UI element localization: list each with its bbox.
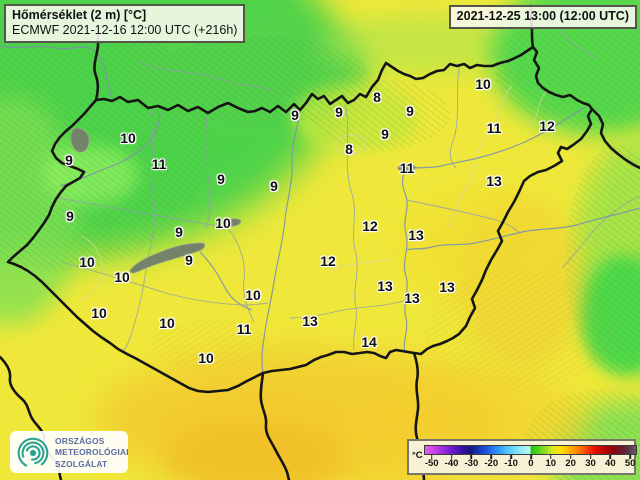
temp-label: 9 (185, 252, 193, 268)
colorbar-tick-mark (470, 455, 473, 459)
omsz-spiral-icon (17, 437, 49, 469)
river-koros (405, 207, 640, 251)
colorbar-tick-label: 0 (528, 458, 534, 469)
temp-label: 9 (406, 103, 414, 119)
colorbar-tick-label: 10 (545, 458, 557, 469)
temp-label: 9 (65, 152, 73, 168)
lake-tisza (397, 163, 417, 172)
logo-line-3: SZOLGÁLAT (55, 458, 108, 469)
temp-label: 14 (361, 334, 377, 350)
temp-label: 12 (362, 218, 378, 234)
temp-label: 13 (439, 279, 455, 295)
temp-label: 13 (377, 278, 393, 294)
rivers (0, 45, 640, 374)
temp-label: 11 (399, 160, 415, 176)
logo-line-2: METEOROLÓGIAI (55, 447, 129, 458)
temp-label: 11 (236, 321, 252, 337)
omsz-logo: ORSZÁGOS METEOROLÓGIAI SZOLGÁLAT (10, 431, 129, 473)
colorbar-tick-mark (589, 455, 592, 459)
river-danube-upper (0, 45, 113, 99)
temp-label: 10 (91, 305, 107, 321)
colorbar-tick-label: -30 (464, 458, 479, 469)
colorbar-tick-mark (430, 455, 433, 459)
valid-time: 2021-12-25 13:00 (12:00 UTC) (456, 9, 629, 23)
temp-label: 12 (539, 118, 555, 134)
temp-label: 10 (245, 287, 261, 303)
temp-label: 11 (486, 120, 502, 136)
temp-label: 13 (486, 173, 502, 189)
temp-label: 9 (335, 104, 343, 120)
temp-label: 9 (175, 224, 183, 240)
colorbar-tick-label: -20 (484, 458, 499, 469)
county-borders (57, 29, 640, 351)
temp-label: 9 (291, 107, 299, 123)
temp-label: 12 (320, 253, 336, 269)
colorbar-tick-mark (629, 455, 631, 459)
lakes (70, 127, 417, 274)
temp-label: 10 (215, 215, 231, 231)
lake-ferto (70, 127, 90, 153)
colorbar-tick-label: -50 (424, 458, 439, 469)
omsz-logo-text: ORSZÁGOS METEOROLÓGIAI SZOLGÁLAT (55, 436, 129, 470)
temp-label: 13 (404, 290, 420, 306)
temp-label: 10 (120, 130, 136, 146)
temp-label: 10 (159, 315, 175, 331)
lake-velence (225, 218, 242, 227)
border-ukraine-romania (590, 107, 640, 170)
temp-label: 11 (151, 156, 167, 172)
river-danube (261, 109, 301, 374)
river-sio (199, 251, 253, 311)
map-title: Hőmérséklet (2 m) [°C] (12, 8, 147, 22)
colorbar-gradient-strip (424, 445, 637, 455)
temp-label: 9 (270, 178, 278, 194)
border-austria-slovakia (93, 32, 100, 102)
temp-label: 10 (475, 76, 491, 92)
colorbar-tick-mark (490, 455, 493, 459)
colorbar-tick-label: -40 (444, 458, 459, 469)
colorbar-tick-label: 20 (565, 458, 576, 469)
temp-label: 13 (408, 227, 424, 243)
colorbar-tick-label: 40 (605, 458, 616, 469)
temperature-colorbar: °C -50 -40 -30 -20 -10 0 10 20 30 40 50 (407, 439, 637, 475)
temp-label: 10 (198, 350, 214, 366)
temp-label: 10 (114, 269, 130, 285)
lake-balaton (129, 242, 206, 274)
river-raba (59, 111, 161, 187)
colorbar-tick-mark (510, 455, 512, 459)
valid-time-box: 2021-12-25 13:00 (12:00 UTC) (448, 5, 637, 29)
colorbar-tick-mark (530, 455, 532, 459)
temp-label: 8 (373, 89, 381, 105)
colorbar-tick-label: -10 (504, 458, 518, 469)
river-tisza (401, 106, 586, 354)
border-hungary (6, 45, 594, 394)
temp-label: 9 (217, 171, 225, 187)
colorbar-tick-mark (450, 455, 453, 459)
temp-label: 10 (79, 254, 95, 270)
temp-label: 9 (381, 126, 389, 142)
colorbar-tick-label: 50 (624, 458, 636, 469)
colorbar-tick-mark (569, 455, 572, 459)
colorbar-tick-label: 30 (585, 458, 596, 469)
isotherm-contours (79, 85, 547, 301)
map-title-box: Hőmérséklet (2 m) [°C] ECMWF 2021-12-16 … (4, 4, 246, 43)
model-run-line: ECMWF 2021-12-16 12:00 UTC (+216h) (12, 23, 238, 37)
temp-label: 8 (345, 141, 353, 157)
colorbar-unit-label: °C (412, 450, 423, 461)
border-croatia-serbia (259, 371, 291, 480)
colorbar-tick-mark (609, 455, 612, 459)
temp-label: 13 (302, 313, 318, 329)
colorbar-tick-mark (550, 455, 552, 459)
temp-label: 9 (66, 208, 74, 224)
logo-line-1: ORSZÁGOS (55, 436, 105, 446)
